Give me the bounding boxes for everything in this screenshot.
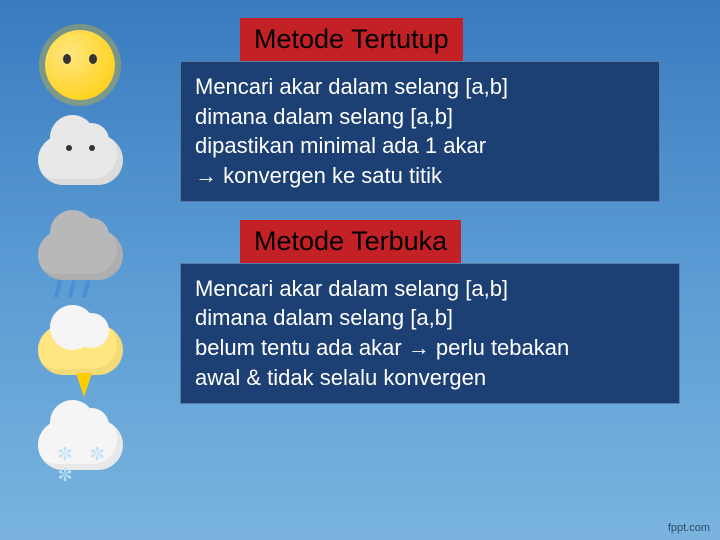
desc-terbuka: Mencari akar dalam selang [a,b] dimana d… [180, 263, 680, 404]
desc-line: Mencari akar dalam selang [a,b] [195, 72, 645, 102]
cloud-snow-icon: ✼ ✼ ✼ [30, 400, 130, 490]
desc-line: → konvergen ke satu titik [195, 161, 645, 191]
desc-line: dimana dalam selang [a,b] [195, 102, 645, 132]
desc-line: Mencari akar dalam selang [a,b] [195, 274, 665, 304]
content-area: Metode Tertutup Mencari akar dalam selan… [180, 18, 690, 404]
title-terbuka: Metode Terbuka [240, 220, 461, 263]
section-tertutup: Metode Tertutup Mencari akar dalam selan… [180, 18, 690, 202]
footer-credit: fppt.com [668, 522, 710, 534]
desc-line: belum tentu ada akar → perlu tebakan [195, 333, 665, 363]
sun-smile-icon [30, 20, 130, 110]
desc-line: awal & tidak selalu konvergen [195, 363, 665, 393]
desc-tertutup: Mencari akar dalam selang [a,b] dimana d… [180, 61, 660, 202]
desc-line: dipastikan minimal ada 1 akar [195, 131, 645, 161]
cloud-angry-icon [30, 115, 130, 205]
weather-icons-column: ✼ ✼ ✼ [30, 20, 140, 490]
desc-line: dimana dalam selang [a,b] [195, 303, 665, 333]
cloud-lightning-icon [30, 305, 130, 395]
section-terbuka: Metode Terbuka Mencari akar dalam selang… [180, 220, 690, 404]
cloud-rain-icon [30, 210, 130, 300]
title-tertutup: Metode Tertutup [240, 18, 463, 61]
